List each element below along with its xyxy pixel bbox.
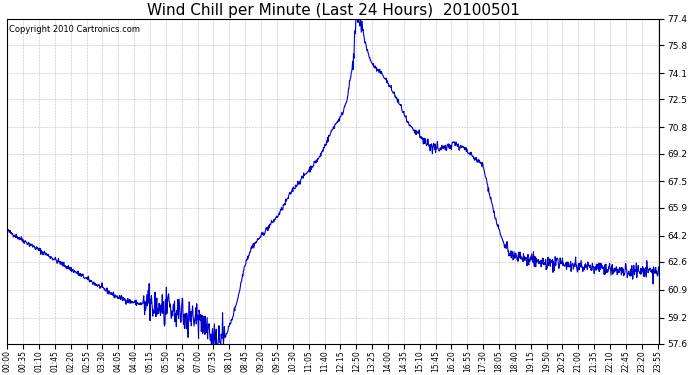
Title: Wind Chill per Minute (Last 24 Hours)  20100501: Wind Chill per Minute (Last 24 Hours) 20… <box>147 3 520 18</box>
Text: Copyright 2010 Cartronics.com: Copyright 2010 Cartronics.com <box>8 26 139 34</box>
